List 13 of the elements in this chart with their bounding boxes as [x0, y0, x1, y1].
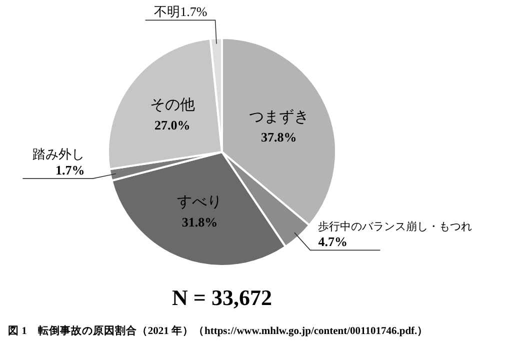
data-label: 1.7% — [55, 162, 85, 178]
slice-label: 不明1.7% — [154, 4, 208, 20]
slice-label: 踏み外し — [32, 146, 85, 162]
slice-label: 歩行中のバランス崩し・もつれ — [318, 220, 472, 234]
slice-label: その他 — [150, 96, 195, 114]
slice-label: すべり — [177, 194, 222, 211]
slice-label: つまずき — [248, 108, 309, 126]
data-label: 31.8% — [182, 214, 218, 230]
data-label: 37.8% — [260, 129, 297, 144]
data-label: 4.7% — [318, 234, 348, 250]
data-label: 27.0% — [154, 118, 190, 133]
caption: 図 1 転倒事故の原因割合（2021 年）（https://www.mhlw.go.jp/content/001101746.pdf.） — [8, 324, 428, 337]
text: N = 33,672 — [172, 285, 272, 310]
